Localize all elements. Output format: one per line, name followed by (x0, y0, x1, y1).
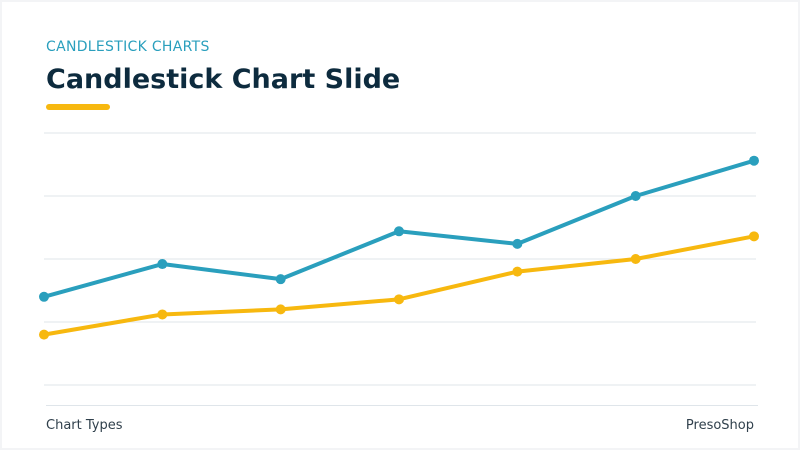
data-point (394, 226, 404, 237)
footer-divider (46, 405, 758, 406)
footer-brand: PresoShop (685, 418, 754, 433)
eyebrow-label: CANDLESTICK CHARTS (46, 39, 210, 55)
data-point (157, 259, 168, 270)
slide-title: Candlestick Chart Slide (46, 64, 401, 95)
data-point (512, 238, 523, 249)
data-point (749, 155, 759, 166)
grid-lines (44, 132, 756, 386)
data-point (157, 309, 168, 320)
data-point (39, 329, 49, 340)
data-point (39, 291, 49, 302)
series-1 (39, 155, 759, 302)
data-point (275, 304, 286, 315)
data-point (630, 191, 641, 201)
data-point (512, 266, 523, 277)
data-point (749, 231, 759, 242)
series-lines (39, 155, 759, 340)
footer-left-label: Chart Types (46, 418, 123, 433)
series-line (42, 234, 756, 337)
data-point (394, 294, 404, 305)
data-point (630, 254, 641, 264)
data-point (275, 274, 286, 285)
title-accent-bar (46, 104, 110, 110)
series-2 (39, 231, 759, 340)
